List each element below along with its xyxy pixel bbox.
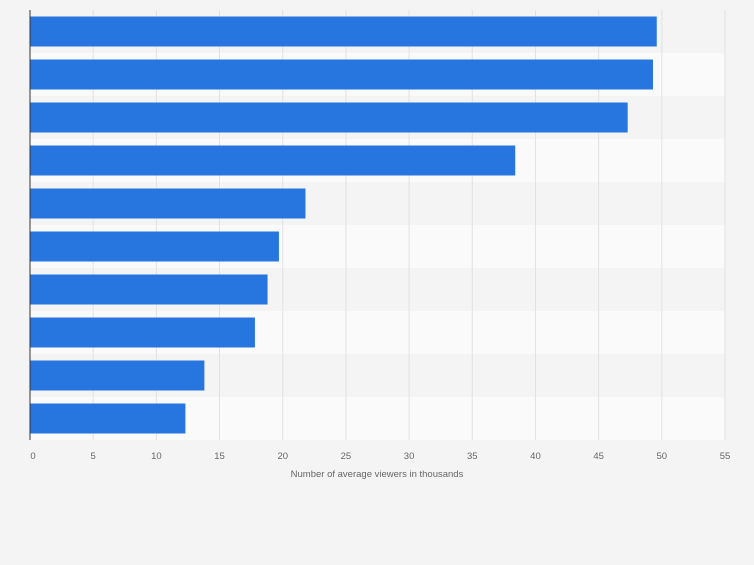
x-tick-label: 40	[530, 451, 541, 462]
x-axis-tick-labels: 0 5 10 15 20 25 30 35 40 45 50 55	[30, 451, 730, 462]
x-tick-label: 0	[30, 451, 35, 462]
x-tick-label: 15	[214, 451, 225, 462]
bars	[30, 16, 657, 434]
x-tick-label: 30	[404, 451, 415, 462]
bar[interactable]	[30, 16, 657, 47]
x-tick-label: 5	[91, 451, 96, 462]
x-tick-label: 45	[593, 451, 604, 462]
x-tick-label: 35	[467, 451, 478, 462]
bar[interactable]	[30, 231, 279, 262]
bar[interactable]	[30, 102, 628, 133]
bar[interactable]	[30, 360, 205, 391]
bar[interactable]	[30, 145, 516, 176]
bar[interactable]	[30, 403, 186, 434]
x-axis-title: Number of average viewers in thousands	[291, 469, 464, 480]
x-tick-label: 25	[341, 451, 352, 462]
x-tick-label: 20	[277, 451, 288, 462]
bar[interactable]	[30, 59, 653, 90]
x-tick-label: 10	[151, 451, 162, 462]
x-tick-label: 55	[720, 451, 731, 462]
bar[interactable]	[30, 317, 255, 348]
x-tick-label: 50	[657, 451, 668, 462]
bar[interactable]	[30, 274, 268, 305]
bar[interactable]	[30, 188, 306, 219]
